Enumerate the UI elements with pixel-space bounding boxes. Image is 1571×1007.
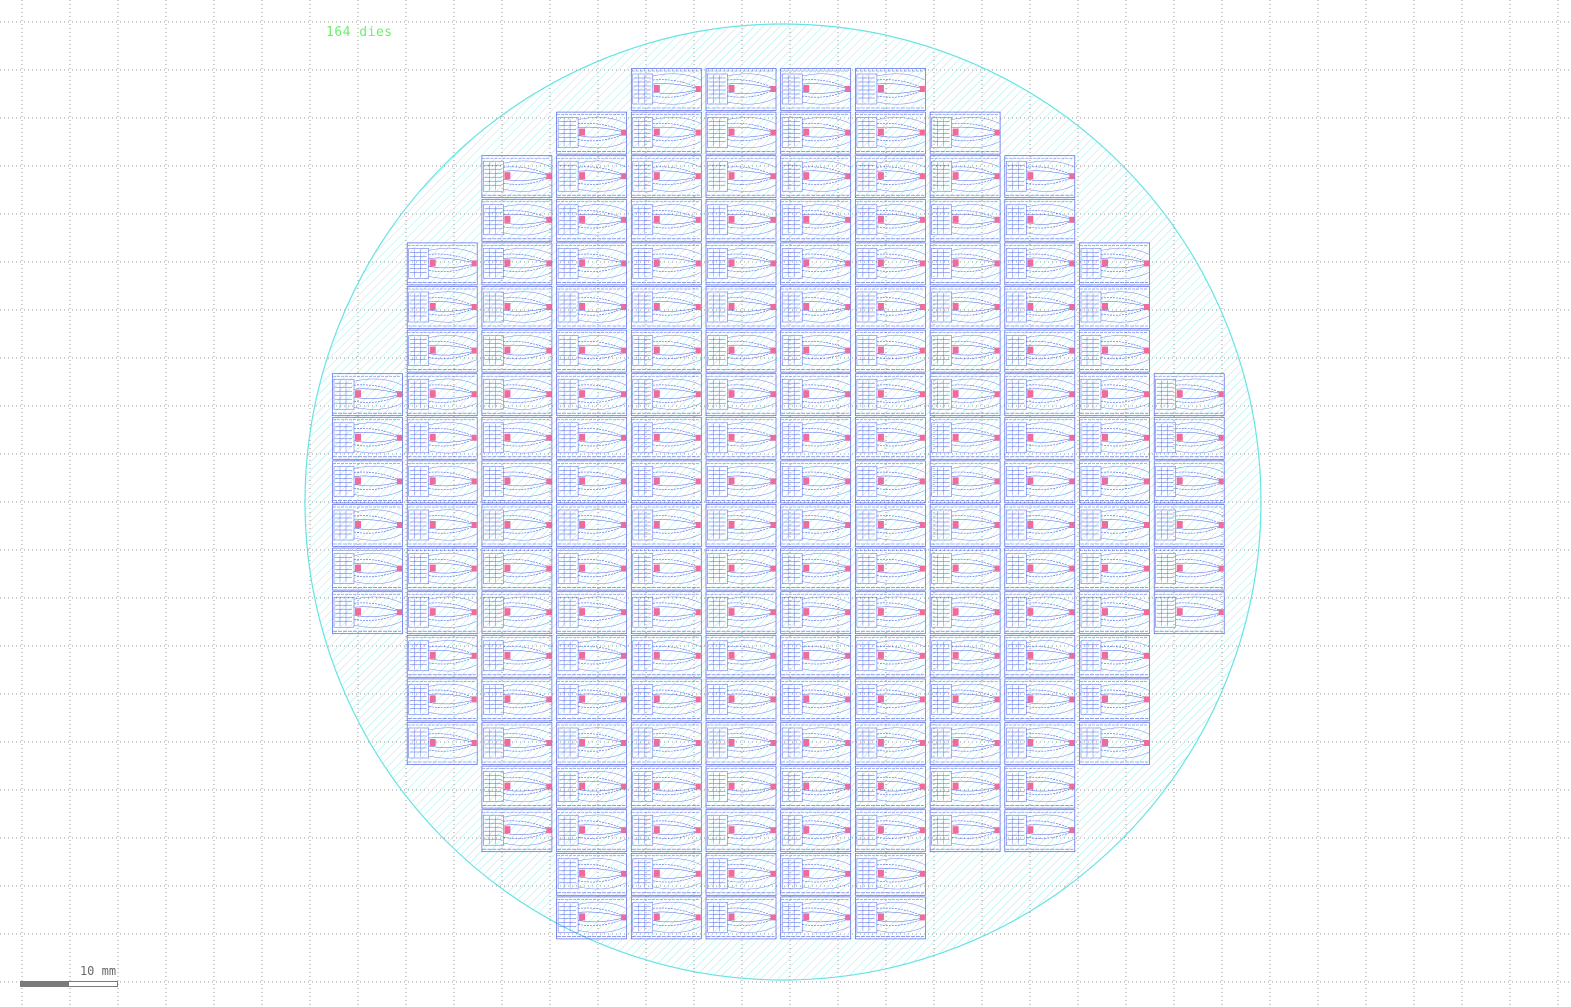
- scale-bar: 10 mm: [20, 964, 120, 994]
- wafer-outline: [304, 23, 1262, 981]
- scale-bar-outline-segment: [68, 981, 118, 987]
- scale-bar-solid-segment: [20, 981, 68, 987]
- die-count-label: 164 dies: [326, 25, 393, 40]
- scale-bar-label: 10 mm: [79, 964, 117, 978]
